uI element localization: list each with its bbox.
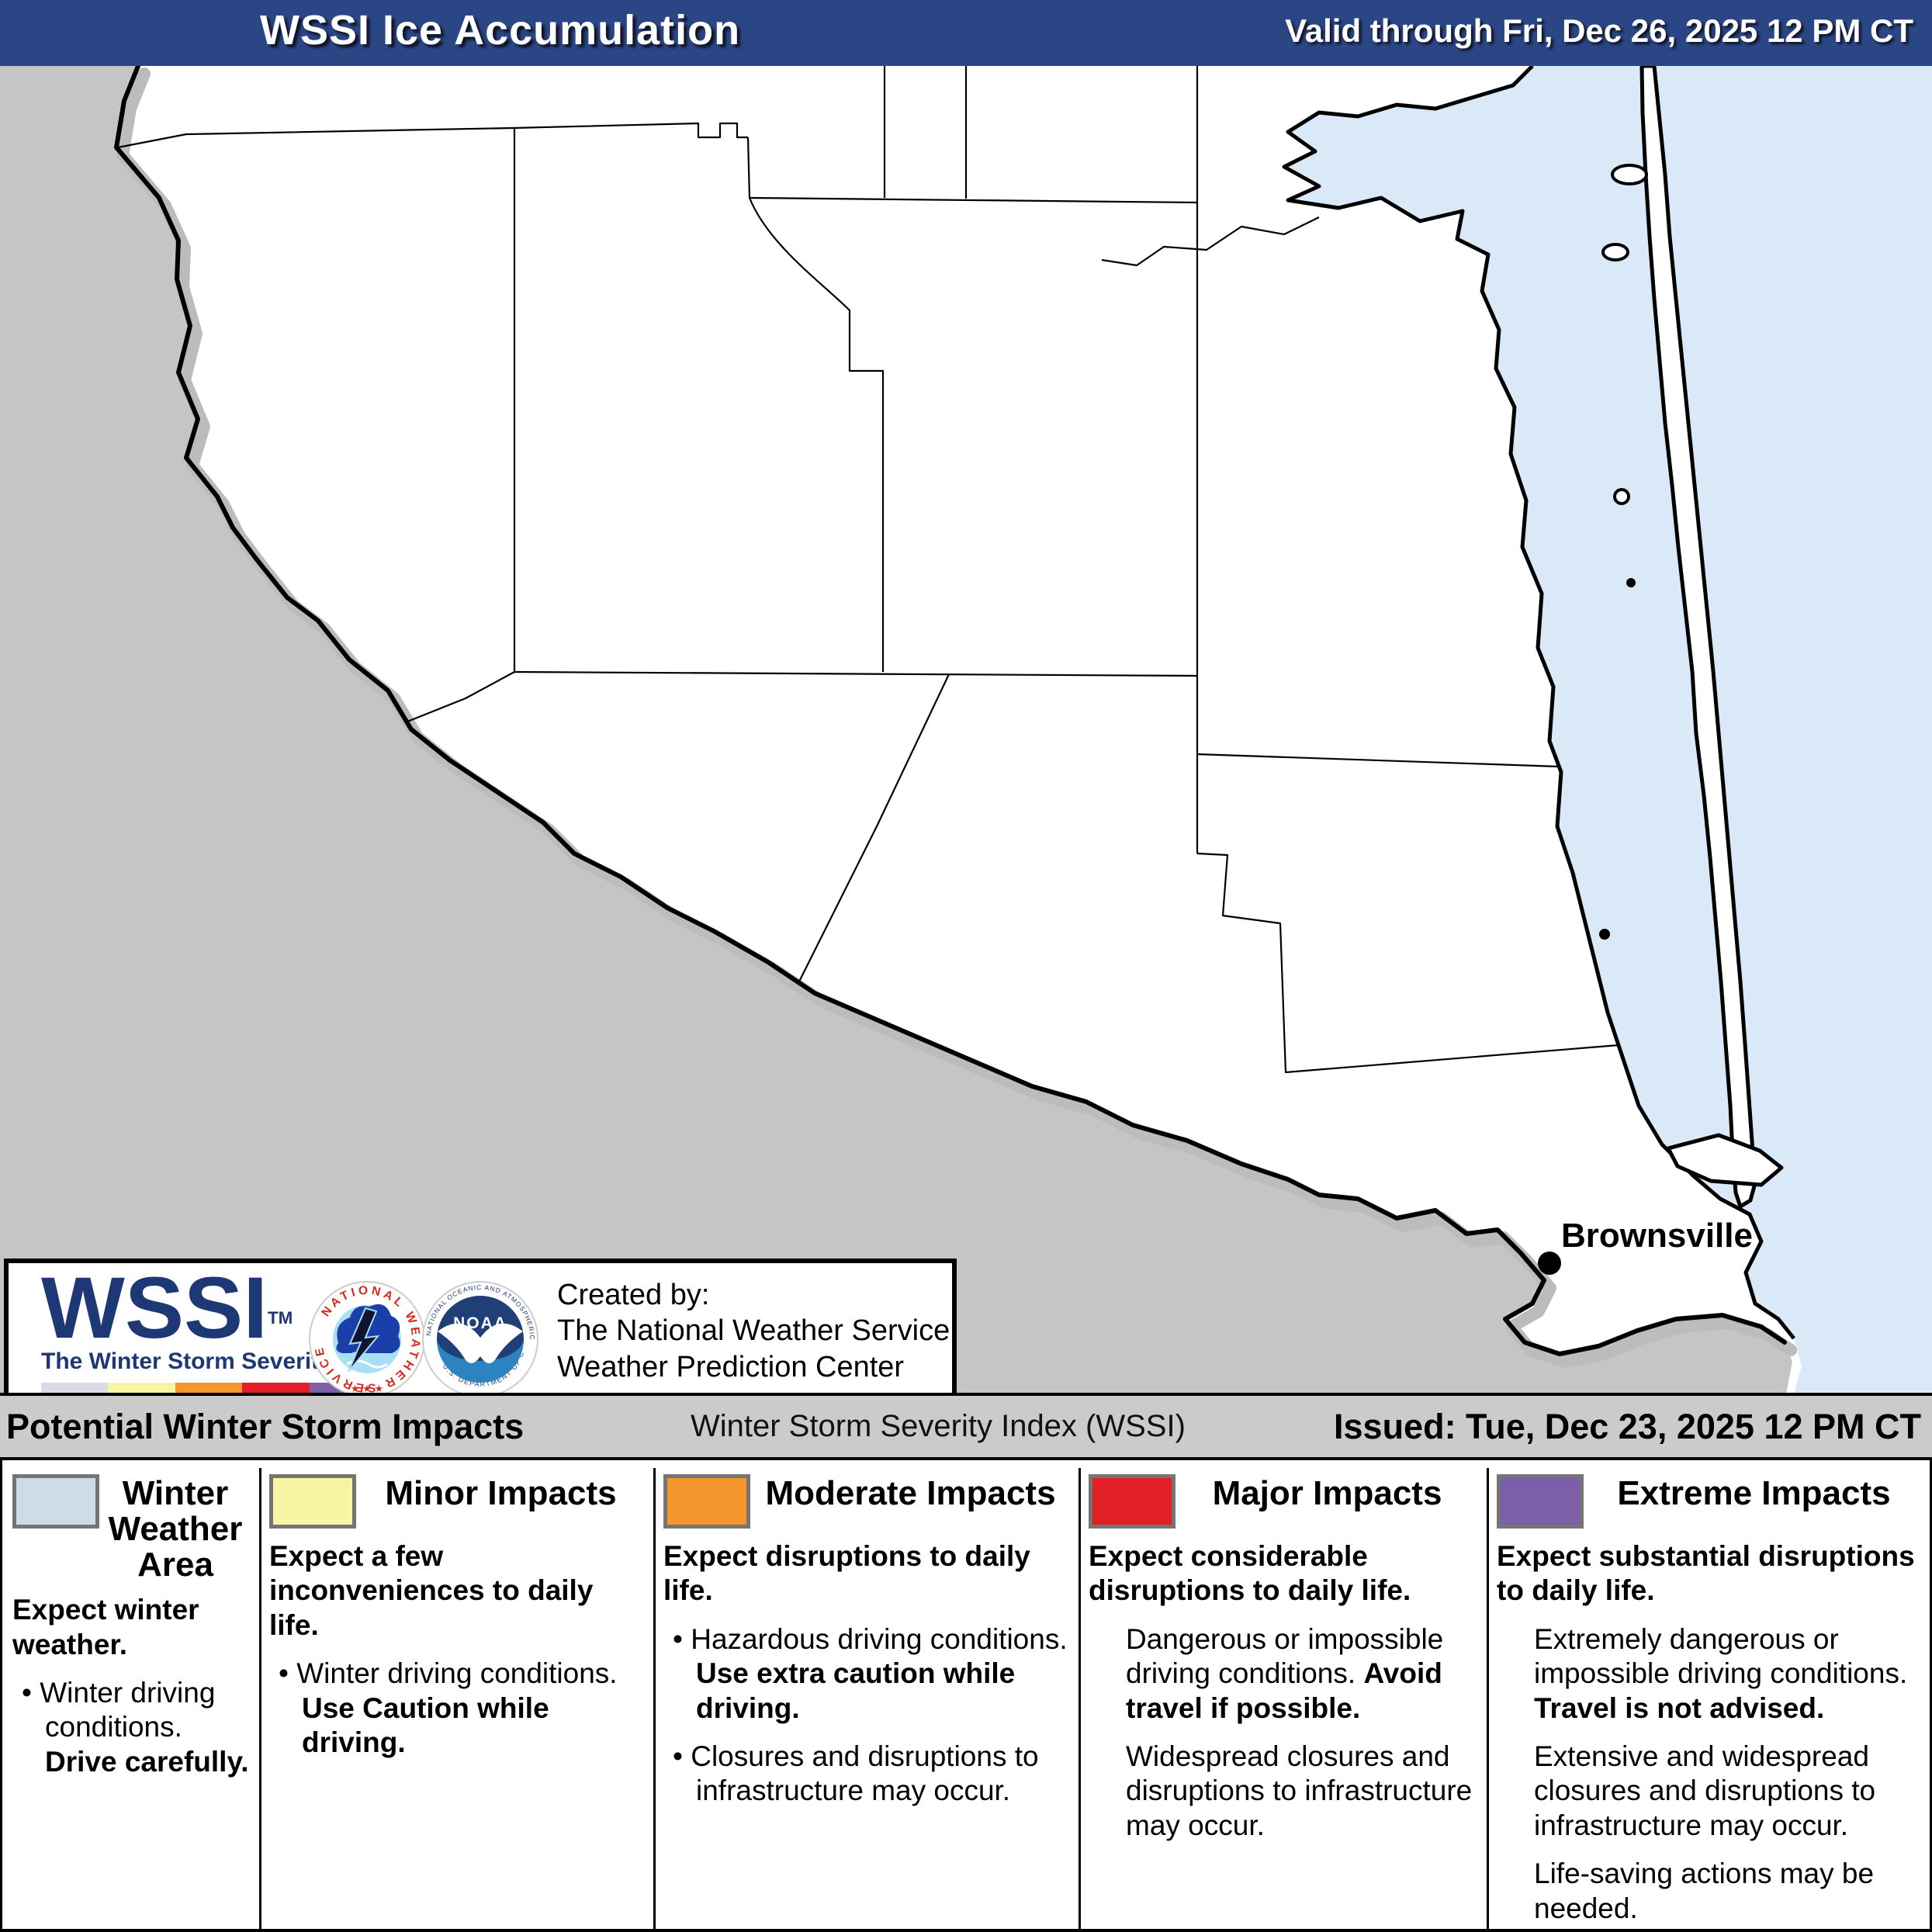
wssi-logo-text: WSSI bbox=[41, 1259, 268, 1356]
legend-item: Life-saving actions may be needed. bbox=[1534, 1858, 1875, 1924]
legend-item: Dangerous or impossible driving conditio… bbox=[1126, 1622, 1444, 1724]
agency-emblems: NATIONAL WEATHER SERVICE ★ ★ ★ NATIONAL … bbox=[303, 1269, 538, 1397]
legend-col-moderate: Moderate Impacts Expect disruptions to d… bbox=[656, 1460, 1079, 1929]
legend-item: Winter driving conditions. Drive careful… bbox=[12, 1676, 251, 1779]
legend-col-winter-weather: Winter Weather Area Expect winter weathe… bbox=[5, 1460, 259, 1929]
svg-text:★ ★ ★: ★ ★ ★ bbox=[351, 1383, 383, 1394]
legend-col-major: Major Impacts Expect considerable disrup… bbox=[1081, 1460, 1487, 1929]
legend-item: Closures and disruptions to infrastructu… bbox=[663, 1740, 1071, 1809]
created-by-line: The National Weather Service bbox=[557, 1314, 950, 1348]
tidal-flat bbox=[1611, 164, 1648, 185]
rio-grande-border bbox=[114, 66, 1787, 1356]
issued-bar: Potential Winter Storm Impacts Winter St… bbox=[0, 1393, 1932, 1460]
legend-title: Moderate Impacts bbox=[765, 1474, 1056, 1512]
created-by-block: Created by: The National Weather Service… bbox=[557, 1277, 950, 1385]
legend-intro: Expect winter weather. bbox=[12, 1594, 199, 1660]
moderate-impacts-swatch bbox=[663, 1474, 750, 1529]
header-bar: WSSI Ice Accumulation Valid through Fri,… bbox=[0, 0, 1932, 66]
legend-item: Extremely dangerous or impossible drivin… bbox=[1534, 1622, 1908, 1724]
created-by-line: Weather Prediction Center bbox=[557, 1350, 905, 1383]
issued-bar-title: Potential Winter Storm Impacts bbox=[6, 1406, 525, 1446]
trademark-symbol: TM bbox=[267, 1308, 293, 1328]
islet bbox=[1599, 929, 1610, 940]
mexico-region bbox=[0, 66, 1792, 1394]
tidal-flat bbox=[1601, 243, 1629, 261]
legend-intro: Expect considerable disruptions to daily… bbox=[1089, 1540, 1411, 1607]
legend-item: Widespread closures and disruptions to i… bbox=[1126, 1740, 1473, 1841]
legend-title: Winter Weather Area bbox=[108, 1474, 243, 1584]
major-impacts-swatch bbox=[1089, 1474, 1175, 1529]
legend-item: Extensive and widespread closures and di… bbox=[1534, 1740, 1876, 1841]
legend-divider bbox=[259, 1468, 261, 1929]
islet bbox=[1626, 578, 1636, 587]
nws-logo-icon: NATIONAL WEATHER SERVICE ★ ★ ★ bbox=[309, 1281, 425, 1397]
gulf-water bbox=[1284, 66, 1932, 1394]
created-by-line: Created by: bbox=[557, 1279, 710, 1311]
legend-intro: Expect substantial disruptions to daily … bbox=[1497, 1540, 1915, 1607]
svg-text:NOAA: NOAA bbox=[453, 1314, 507, 1332]
legend-intro: Expect a few inconveniences to daily lif… bbox=[269, 1540, 594, 1641]
legend-divider bbox=[653, 1468, 656, 1929]
legend-title: Extreme Impacts bbox=[1617, 1474, 1891, 1512]
page-title: WSSI Ice Accumulation bbox=[260, 7, 741, 54]
impacts-legend: Winter Weather Area Expect winter weathe… bbox=[0, 1460, 1932, 1932]
bahia-grande-outline bbox=[1666, 1133, 1784, 1187]
issued-timestamp: Issued: Tue, Dec 23, 2025 12 PM CT bbox=[1334, 1406, 1921, 1446]
legend-item: Winter driving conditions. Use Caution w… bbox=[269, 1657, 646, 1760]
legend-intro: Expect disruptions to daily life. bbox=[663, 1540, 1030, 1607]
legend-title: Major Impacts bbox=[1212, 1474, 1442, 1512]
extreme-impacts-swatch bbox=[1497, 1474, 1584, 1529]
legend-divider bbox=[1079, 1468, 1081, 1929]
islet bbox=[1613, 488, 1630, 505]
county-boundaries bbox=[117, 66, 1619, 1074]
impact-map: Brownsville bbox=[0, 66, 1932, 1394]
barrier-island bbox=[1639, 66, 1757, 1209]
legend-col-minor: Minor Impacts Expect a few inconvenience… bbox=[261, 1460, 653, 1929]
issued-bar-subtitle: Winter Storm Severity Index (WSSI) bbox=[691, 1409, 1186, 1443]
minor-impacts-swatch bbox=[269, 1474, 356, 1529]
legend-title: Minor Impacts bbox=[385, 1474, 617, 1512]
city-label: Brownsville bbox=[1561, 1217, 1753, 1255]
rio-grande-shadow bbox=[116, 68, 1797, 1368]
valid-through-label: Valid through Fri, Dec 26, 2025 12 PM CT bbox=[1285, 12, 1913, 49]
legend-divider bbox=[1487, 1468, 1489, 1929]
legend-item: Hazardous driving conditions. Use extra … bbox=[663, 1622, 1071, 1726]
winter-weather-swatch bbox=[12, 1474, 99, 1529]
legend-col-extreme: Extreme Impacts Expect substantial disru… bbox=[1489, 1460, 1932, 1929]
city-dot bbox=[1538, 1252, 1561, 1275]
